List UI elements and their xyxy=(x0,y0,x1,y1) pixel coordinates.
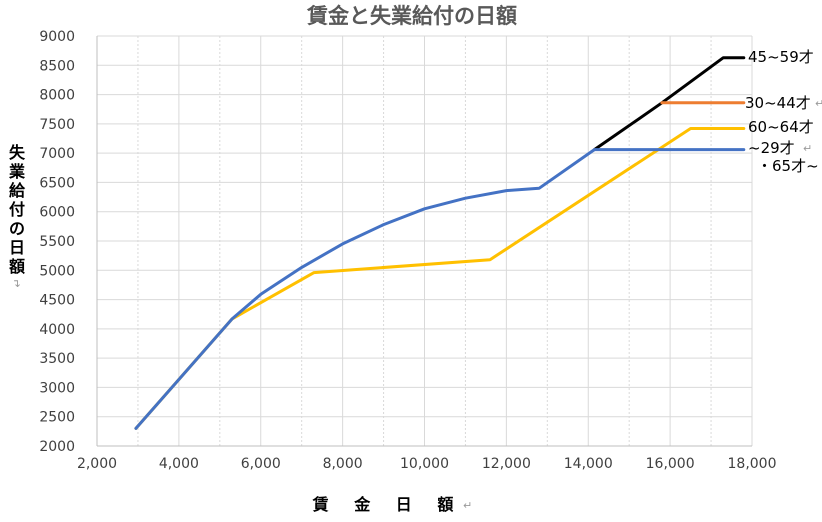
y-axis-title: 失業給付の日額 ↵ xyxy=(8,143,26,288)
y-tick-label: 7000 xyxy=(39,146,75,162)
y-tick-label: 3000 xyxy=(39,380,75,396)
y-axis-return-mark: ↵ xyxy=(11,278,24,287)
series-line-3 xyxy=(134,127,746,430)
label-30-44: 30~44才 xyxy=(745,94,811,112)
y-axis-title-char: 失 xyxy=(9,143,26,162)
y-tick-label: 8500 xyxy=(39,58,75,74)
y-tick-label: 3500 xyxy=(39,351,75,367)
label-30-44-return-mark: ↵ xyxy=(815,97,822,110)
y-tick-label: 2000 xyxy=(39,439,75,455)
x-tick-label: 18,000 xyxy=(728,456,777,472)
x-tick-label: 12,000 xyxy=(482,456,531,472)
y-tick-label: 5500 xyxy=(39,234,75,250)
chart-title: 賃金と失業給付の日額 xyxy=(306,4,517,28)
x-tick-label: 2,000 xyxy=(77,456,117,472)
y-tick-label: 6500 xyxy=(39,175,75,191)
gridlines xyxy=(97,35,753,446)
y-tick-label: 9000 xyxy=(39,29,75,45)
x-tick-label: 16,000 xyxy=(646,456,695,472)
y-tick-label: 2500 xyxy=(39,410,75,426)
x-axis-return-mark: ↵ xyxy=(463,499,472,512)
label-over-65: ・65才~ xyxy=(757,157,819,175)
series-lines xyxy=(134,56,746,430)
y-tick-label: 4000 xyxy=(39,322,75,338)
y-axis-title-char: 業 xyxy=(8,162,26,181)
x-tick-label: 4,000 xyxy=(159,456,199,472)
y-axis-title-char: 額 xyxy=(8,257,25,276)
x-tick-label: 10,000 xyxy=(400,456,449,472)
series-line-4 xyxy=(134,148,746,430)
tick-labels: 2,000 4,000 6,000 8,000 10,000 12,000 14,000 16… xyxy=(39,29,776,472)
y-axis-title-char: 日 xyxy=(9,238,25,257)
y-tick-label: 5000 xyxy=(39,263,75,279)
axes xyxy=(96,36,752,447)
x-tick-label: 8,000 xyxy=(323,456,363,472)
y-axis-title-char: の xyxy=(9,219,25,238)
series-labels: 45~59才 30~44才 ↵ 60~64才 ~29才 ↵ ・65才~ xyxy=(745,48,822,175)
x-tick-label: 6,000 xyxy=(241,456,281,472)
x-axis-title: 賃 金 日 額 ↵ xyxy=(312,495,473,514)
y-tick-label: 7500 xyxy=(39,117,75,133)
y-axis-title-char: 給 xyxy=(9,181,26,200)
label-under-29-return-mark: ↵ xyxy=(803,142,812,155)
x-tick-label: 14,000 xyxy=(564,456,613,472)
y-axis-title-char: 付 xyxy=(9,200,25,219)
x-axis-title-text: 賃 金 日 額 xyxy=(312,495,464,514)
label-60-64: 60~64才 xyxy=(748,118,814,136)
y-tick-label: 8000 xyxy=(39,88,75,104)
y-tick-label: 6000 xyxy=(39,205,75,221)
label-under-29: ~29才 xyxy=(748,139,795,157)
label-45-59: 45~59才 xyxy=(748,48,814,66)
y-tick-label: 4500 xyxy=(39,293,75,309)
